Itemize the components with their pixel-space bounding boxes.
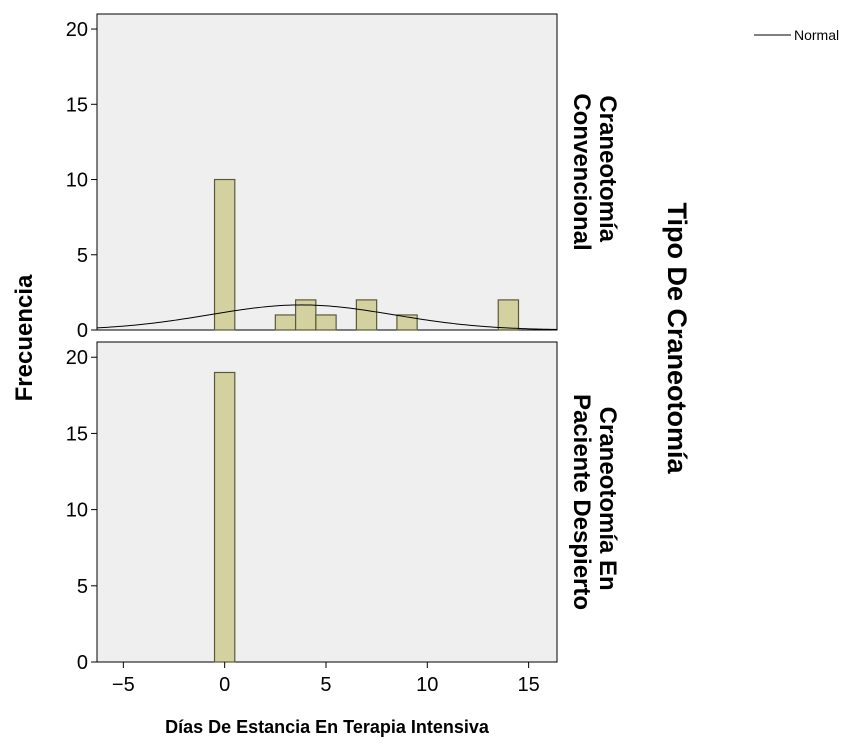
y-tick-label-top-2: 10 [66,170,88,192]
bar-top-4 [355,299,378,331]
x-tick-label-1: 0 [219,674,230,696]
legend-normal-label: Normal [794,27,839,43]
y-tick-label-bottom-3: 15 [66,423,88,445]
bar-top-1 [274,314,297,331]
x-ticks: −5 0 5 10 15 [112,662,540,696]
bars-top [213,178,520,331]
panel-label-top-line1: Craneotomía [594,95,621,242]
bars-bottom [213,371,236,663]
x-tick-label-2: 5 [320,674,331,696]
y-tick-label-bottom-2: 10 [66,500,88,522]
y-ticks-bottom: 0 5 10 15 20 [66,347,97,674]
panel-label-bottom-line2: Paciente Despierto [568,394,595,610]
y-tick-label-top-3: 15 [66,94,88,116]
x-tick-label-4: 15 [518,674,540,696]
panel-label-bottom: Craneotomía En Paciente Despierto [568,394,621,610]
x-tick-label-0: −5 [112,674,135,696]
y-tick-label-top-0: 0 [77,320,88,342]
bar-top-2 [294,299,317,331]
bar-top-6 [497,299,520,331]
panel-craneotomia-convencional: 0 5 10 15 20 Craneotomía Convencional [66,13,621,342]
normal-curve-top [96,304,558,330]
y-tick-label-bottom-1: 5 [77,576,88,598]
y-ticks-top: 0 5 10 15 20 [66,19,97,342]
bar-top-0 [213,178,236,331]
bar-bottom-0 [213,371,236,663]
panel-label-top: Craneotomía Convencional [568,93,621,250]
bar-top-3 [315,314,337,331]
y-tick-label-bottom-4: 20 [66,347,88,369]
panel-bottom-background [96,341,558,663]
bar-top-5 [396,314,418,331]
panel-craneotomia-despierto: 0 5 10 15 20 Craneotomía En Paciente Despier… [66,341,621,674]
panel-label-bottom-line1: Craneotomía En [594,407,621,591]
x-tick-label-3: 10 [416,674,438,696]
facet-title: Tipo De Craneotomía [662,202,692,474]
y-tick-label-top-4: 20 [66,19,88,41]
y-tick-label-top-1: 5 [77,245,88,267]
y-tick-label-bottom-0: 0 [77,652,88,674]
panel-top-background [96,13,558,331]
legend: Normal [754,27,839,43]
y-axis-title: Frecuencia [11,274,38,401]
x-axis-title: Días De Estancia En Terapia Intensiva [165,717,490,737]
panel-label-top-line2: Convencional [568,93,595,250]
